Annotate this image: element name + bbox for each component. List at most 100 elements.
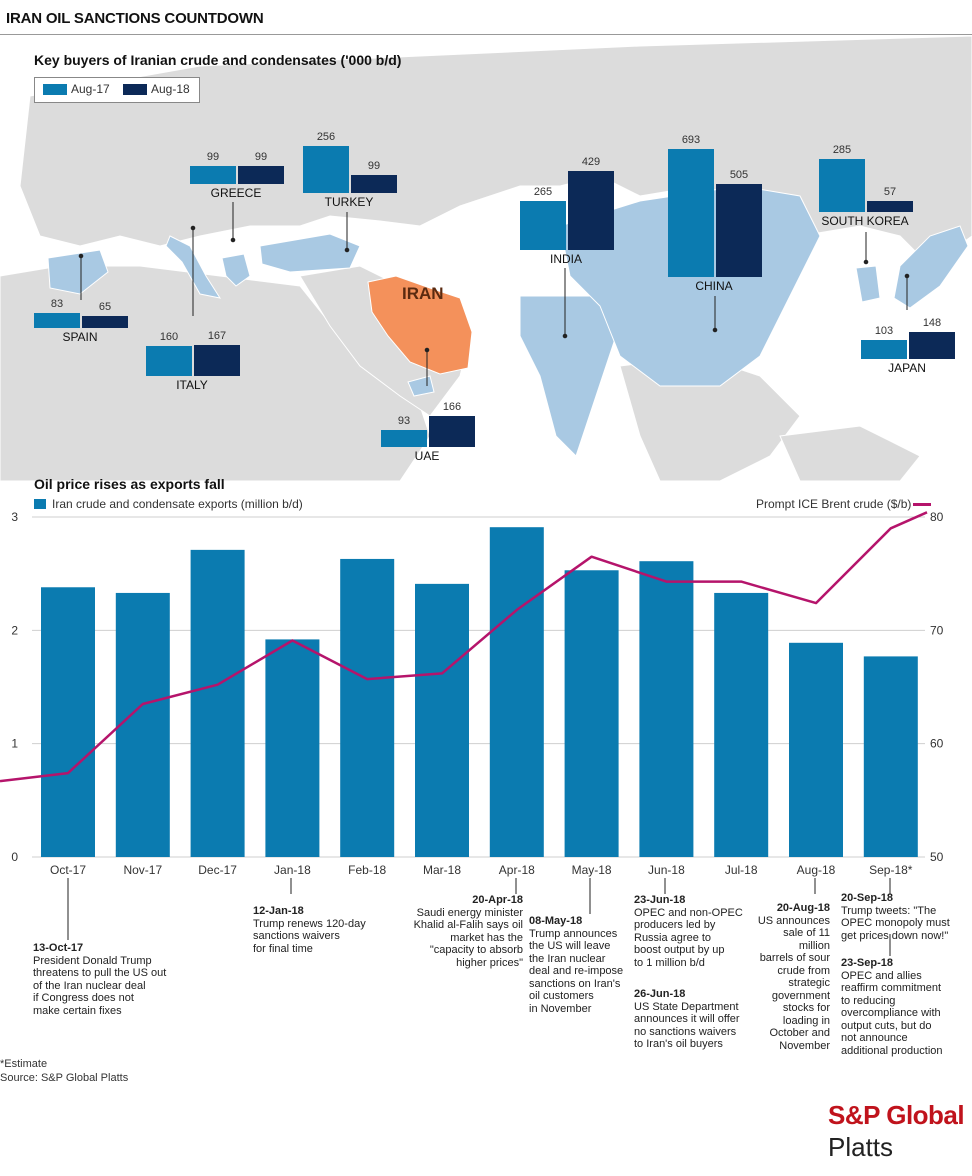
y-left-tick-label: 0: [11, 850, 18, 864]
footnote: *Estimate: [0, 1058, 48, 1070]
title-divider: [0, 34, 972, 35]
legend-label-aug18: Aug-18: [151, 82, 190, 96]
exports-bar: [714, 592, 769, 857]
annotation-leaders: [67, 878, 891, 940]
x-tick-label: Jun-18: [648, 863, 685, 877]
chart-section-title: Oil price rises as exports fall: [34, 476, 225, 492]
country-label-india: INDIA: [549, 252, 582, 266]
value-south-korea-aug17: 285: [832, 144, 852, 157]
value-india-aug17: 265: [533, 185, 553, 198]
bar-greece-aug18: [238, 165, 284, 184]
annotation-20-apr-18: 20-Apr-18 Saudi energy minister Khalid al…: [413, 894, 523, 969]
iran-label: IRAN: [402, 284, 444, 303]
exports-bar: [190, 549, 245, 857]
annotation-13-oct-17: 13-Oct-17 President Donald Trump threaten…: [33, 942, 167, 1017]
x-tick-label: Aug-18: [797, 863, 836, 877]
bar-uae-aug17: [381, 429, 427, 447]
annotation-23-sep-18: 23-Sep-18 OPEC and allies reaffirm commit…: [841, 957, 943, 1057]
value-uae-aug17: 93: [397, 414, 411, 427]
exports-bar: [115, 592, 170, 857]
country-label-spain: SPAIN: [62, 330, 98, 344]
bar-spain-aug18: [82, 315, 128, 328]
bar-italy-aug17: [146, 346, 192, 376]
map-section-title: Key buyers of Iranian crude and condensa…: [34, 52, 402, 68]
page-title: IRAN OIL SANCTIONS COUNTDOWN: [6, 10, 264, 27]
exports-bar: [564, 570, 619, 857]
annotation-12-jan-18: 12-Jan-18 Trump renews 120-day sanctions …: [253, 905, 366, 955]
value-italy-aug18: 167: [207, 330, 227, 343]
legend-label-aug17: Aug-17: [71, 82, 110, 96]
exports-brent-chart: 0 1 2 3 50 60 70 80 Oct-17 Nov-17 Dec-17 Jan-18 Feb-…: [0, 510, 944, 877]
annotation-23-jun-18: 23-Jun-18 OPEC and non-OPEC producers led…: [634, 894, 743, 969]
source: Source: S&P Global Platts: [0, 1072, 129, 1084]
brent-legend-label: Prompt ICE Brent crude ($/b): [756, 497, 912, 511]
annotation-leader-sep-second: [889, 934, 891, 956]
annotation-26-jun-18: 26-Jun-18 US State Department announces i…: [634, 988, 740, 1050]
value-turkey-aug18: 99: [367, 159, 381, 172]
bar-south-korea-aug17: [819, 159, 865, 212]
bar-china-aug18: [716, 183, 762, 277]
country-label-uae: UAE: [414, 449, 440, 463]
x-tick-label: Mar-18: [423, 863, 461, 877]
country-label-turkey: TURKEY: [324, 195, 374, 209]
exports-legend-swatch: [34, 499, 46, 509]
bar-india-aug18: [568, 170, 614, 250]
value-italy-aug17: 160: [159, 331, 179, 344]
country-label-china: CHINA: [695, 279, 733, 293]
y-left-tick-label: 2: [11, 623, 18, 637]
x-tick-label: Jul-18: [725, 863, 758, 877]
value-india-aug18: 429: [581, 155, 601, 168]
bar-china-aug17: [668, 148, 714, 277]
bar-turkey-aug17: [303, 145, 349, 193]
bar-greece-aug17: [190, 165, 236, 184]
x-tick-label: Oct-17: [50, 863, 86, 877]
country-label-south-korea: SOUTH KOREA: [821, 214, 909, 228]
country-label-japan: JAPAN: [888, 361, 926, 375]
x-tick-label: Apr-18: [499, 863, 535, 877]
value-south-korea-aug18: 57: [883, 186, 897, 199]
brent-price-line: [0, 511, 928, 783]
value-china-aug17: 693: [681, 133, 701, 146]
legend-swatch-aug18: [123, 84, 147, 95]
exports-bar: [639, 561, 694, 857]
exports-bar: [41, 587, 95, 857]
y-right-tick-label: 80: [930, 510, 944, 524]
leader-lines: [78, 202, 910, 386]
value-japan-aug17: 103: [874, 324, 894, 337]
bar-uae-aug18: [429, 416, 475, 447]
exports-bar: [489, 527, 544, 857]
exports-bar: [265, 639, 320, 857]
y-right-tick-label: 60: [930, 737, 944, 751]
bar-spain-aug17: [34, 312, 80, 328]
legend-swatch-aug17: [43, 84, 67, 95]
x-tick-label: May-18: [572, 863, 612, 877]
exports-bar: [340, 558, 395, 857]
value-china-aug18: 505: [729, 168, 749, 181]
y-right-tick-label: 70: [930, 623, 944, 637]
value-greece-aug18: 99: [254, 150, 268, 163]
annotation-20-sep-18: 20-Sep-18 Trump tweets: "The OPEC monopol…: [841, 892, 950, 942]
country-label-greece: GREECE: [210, 186, 262, 200]
value-spain-aug18: 65: [98, 300, 112, 313]
logo-sp-global: S&P Global: [828, 1100, 965, 1130]
exports-bar: [415, 583, 469, 857]
bar-japan-aug17: [861, 339, 907, 359]
exports-bar: [863, 656, 918, 857]
exports-legend-label: Iran crude and condensate exports (milli…: [52, 497, 303, 511]
bar-turkey-aug18: [351, 174, 397, 193]
x-tick-label: Nov-17: [123, 863, 162, 877]
bar-italy-aug18: [194, 345, 240, 376]
x-tick-label: Dec-17: [198, 863, 237, 877]
map-legend: Aug-17 Aug-18: [34, 77, 200, 103]
world-map: [0, 36, 972, 481]
iran-shape: [367, 275, 473, 375]
x-tick-label: Jan-18: [274, 863, 311, 877]
bar-india-aug17: [520, 200, 566, 250]
value-turkey-aug17: 256: [316, 130, 336, 143]
value-greece-aug17: 99: [206, 150, 220, 163]
annotation-08-may-18: 08-May-18 Trump announces the US will lea…: [529, 915, 624, 1015]
brent-legend-swatch: [913, 503, 931, 506]
x-tick-label: Feb-18: [348, 863, 386, 877]
x-tick-label: Sep-18*: [869, 863, 913, 877]
y-right-tick-label: 50: [930, 850, 944, 864]
